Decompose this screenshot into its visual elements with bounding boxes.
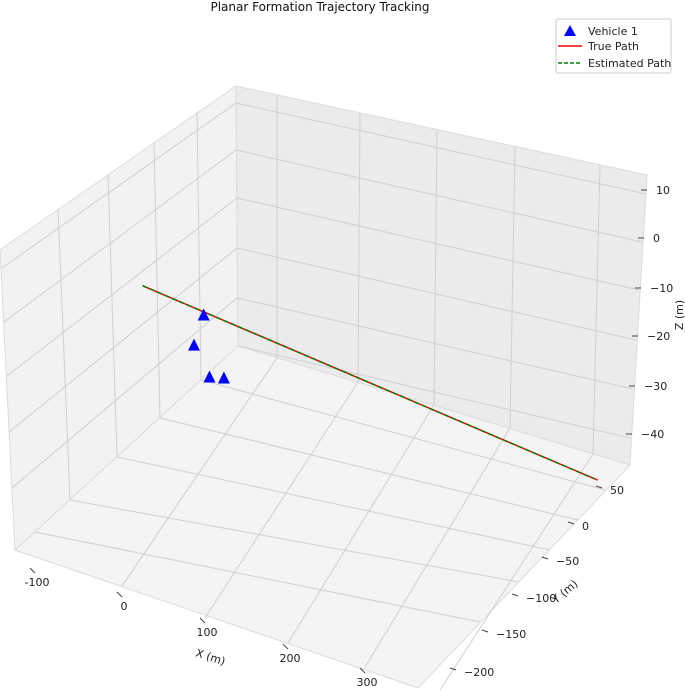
grid-line [69, 499, 520, 583]
grid-line [439, 453, 594, 691]
grid-line [57, 208, 71, 501]
series-line-2 [142, 285, 595, 480]
z-tick-label: −20 [647, 330, 670, 343]
grid-line [235, 102, 647, 195]
grid-line [116, 456, 551, 551]
grid-line [1, 102, 237, 269]
x-tick-mark [116, 591, 123, 598]
grid-line [153, 141, 161, 419]
grid-line [235, 149, 643, 243]
grid-line [204, 381, 359, 619]
y-tick-label: −50 [556, 555, 579, 568]
y-tick-label: −200 [464, 666, 494, 679]
grid-line [364, 427, 511, 668]
grid-line [159, 417, 579, 521]
legend-box [555, 18, 672, 74]
y-axis-label: Y (m) [549, 577, 581, 607]
x-axis-label: X (m) [194, 646, 227, 668]
x-tick-mark [29, 567, 36, 574]
y-axis-ticks: 50 0 −50 −100 −150 −200 [449, 484, 624, 679]
legend: Vehicle 1 True Path Estimated Path [555, 18, 672, 74]
grid-line [3, 149, 237, 323]
grid-line [236, 197, 640, 291]
z-axis-label: Z (m) [673, 300, 685, 330]
vehicle-marker-0 [188, 338, 200, 351]
grid-line [287, 404, 435, 644]
z-tick-label: −40 [641, 428, 664, 441]
y-tick-mark [595, 485, 603, 489]
chart-title: Planar Formation Trajectory Tracking [210, 0, 429, 14]
data-layer [142, 285, 598, 481]
grid-line [6, 197, 238, 377]
floor-pane [14, 345, 631, 689]
legend-label-vehicle: Vehicle 1 [588, 25, 638, 38]
y-tick-label: −150 [496, 628, 526, 641]
grid-line [236, 297, 634, 390]
z-tick-label: 0 [653, 232, 660, 245]
y-tick-mark [511, 593, 519, 597]
z-tick-label: 10 [656, 184, 670, 197]
legend-triangle-icon [564, 25, 576, 36]
grid-line [509, 146, 516, 429]
y-tick-mark [449, 667, 457, 671]
z-tick-label: −10 [650, 282, 673, 295]
grid-line [236, 247, 637, 341]
grid-line [592, 164, 601, 455]
vehicle-marker-2 [203, 370, 216, 383]
y-tick-label: 50 [610, 484, 624, 497]
vehicle-marker-1 [197, 308, 210, 321]
grid-line [237, 345, 631, 439]
grid-lines [1, 95, 647, 691]
x-tick-label: 0 [121, 600, 128, 613]
x-tick-mark [199, 617, 206, 624]
grid-line [357, 112, 361, 383]
x-tick-mark [359, 667, 366, 674]
legend-label-estimated-path: Estimated Path [588, 57, 671, 70]
y-tick-label: 0 [582, 520, 589, 533]
y-tick-mark [541, 556, 549, 560]
x-tick-label: 300 [357, 676, 378, 689]
z-axis-ticks: 10 0 −10 −20 −30 −40 [626, 184, 673, 441]
y-tick-label: −100 [526, 592, 556, 605]
grid-line [200, 379, 606, 491]
x-tick-label: 100 [197, 626, 218, 639]
y-tick-mark [567, 521, 575, 525]
grid-line [196, 111, 202, 381]
z-tick-label: −30 [644, 380, 667, 393]
grid-line [121, 357, 278, 587]
y-tick-mark [481, 629, 489, 633]
x-axis-ticks: -100 0 100 200 300 [25, 567, 378, 689]
grid-line [8, 247, 238, 433]
x-tick-label: -100 [25, 576, 50, 589]
legend-label-true-path: True Path [587, 40, 639, 53]
x-tick-label: 200 [280, 652, 301, 665]
grid-line [34, 531, 481, 623]
vehicle-marker-3 [217, 371, 230, 384]
grid-line [433, 129, 438, 406]
grid-line [11, 297, 238, 489]
grid-line [107, 173, 118, 458]
x-tick-mark [282, 643, 289, 650]
